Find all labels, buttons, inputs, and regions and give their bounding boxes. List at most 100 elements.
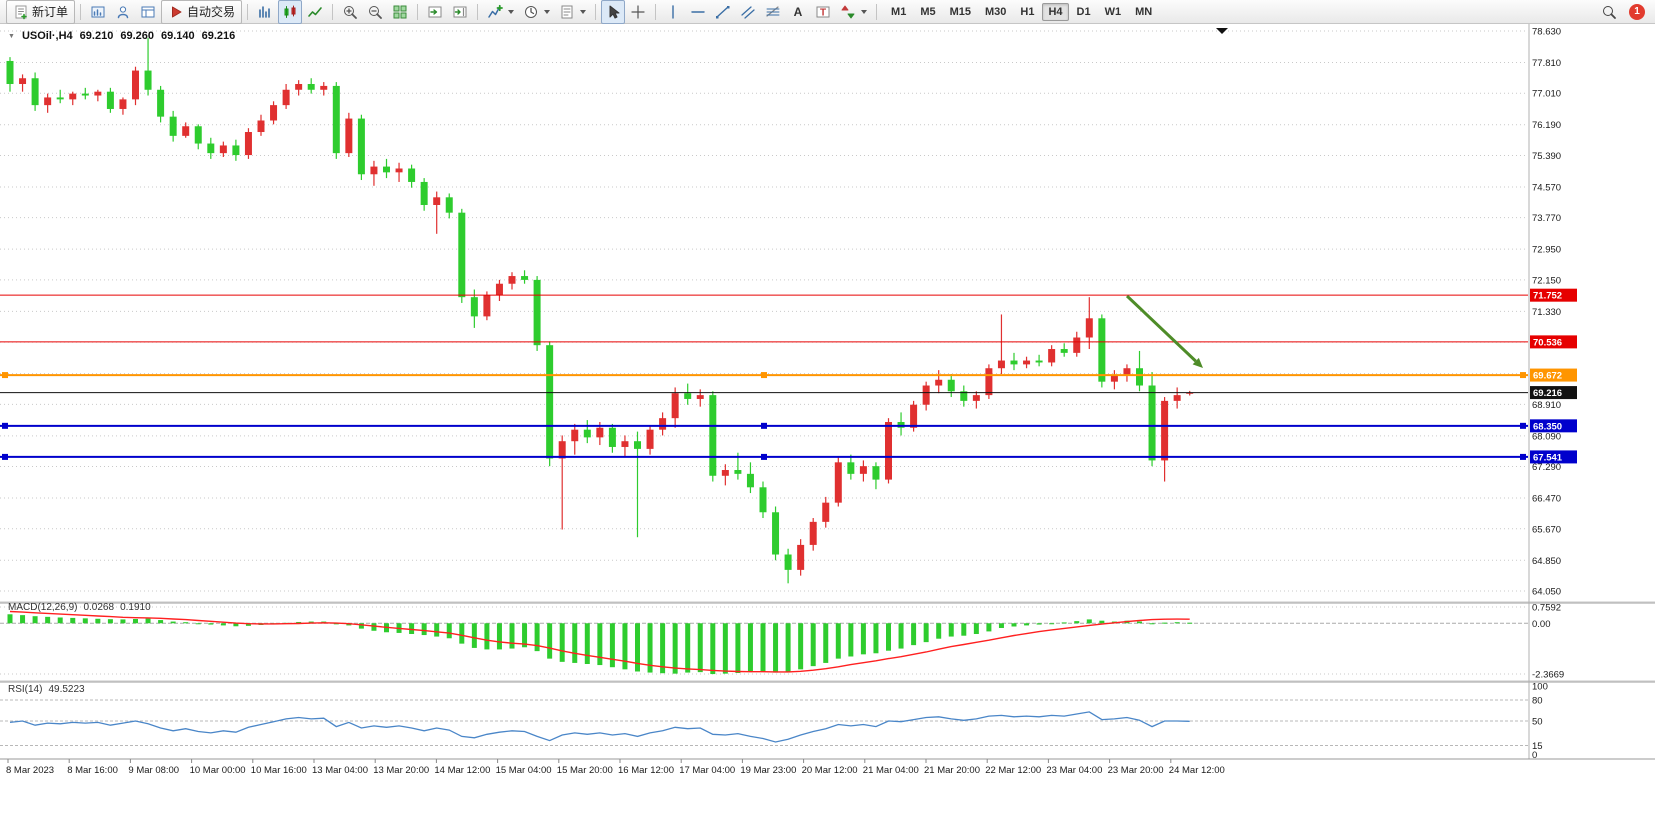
time-axis-tick: 21 Mar 04:00 — [863, 765, 919, 776]
svg-text:67.541: 67.541 — [1533, 452, 1563, 463]
bar-chart-button[interactable] — [253, 0, 277, 24]
svg-text:69.216: 69.216 — [1533, 388, 1562, 399]
panel-separator[interactable] — [0, 601, 1655, 603]
search-button[interactable] — [1597, 0, 1621, 24]
panel-separator[interactable] — [0, 680, 1655, 682]
hline-69.672[interactable]: 69.672 — [0, 368, 1577, 382]
timeframe-m15-button[interactable]: M15 — [949, 5, 971, 18]
trend-arrow-annotation[interactable] — [1125, 294, 1203, 368]
hline-69.216[interactable]: 69.216 — [0, 386, 1577, 400]
toolbar-separator — [247, 3, 249, 20]
zoom-out-button[interactable] — [363, 0, 387, 24]
text-button[interactable]: A — [786, 0, 810, 24]
time-axis-tick: 13 Mar 04:00 — [312, 765, 368, 776]
timeframe-w1-button[interactable]: W1 — [1104, 5, 1122, 18]
clock-icon — [525, 5, 538, 18]
timeframe-d1-button[interactable]: D1 — [1076, 5, 1091, 18]
svg-text:69.672: 69.672 — [1533, 371, 1562, 382]
oneclick-collapse-icon[interactable]: ▼ — [8, 32, 15, 40]
toolbar-separator — [477, 3, 479, 20]
data-window-button[interactable] — [136, 0, 160, 24]
svg-text:80: 80 — [1532, 696, 1543, 707]
label-button[interactable]: T — [811, 0, 835, 24]
fibonacci-button[interactable] — [761, 0, 785, 24]
bars-icon — [259, 5, 270, 18]
toolbar-timeframes: M1 M5 M15 M30 H1 H4 D1 W1 MN — [885, 2, 1158, 21]
crosshair-button[interactable] — [626, 0, 650, 24]
trendline-button[interactable] — [711, 0, 735, 24]
svg-text:50: 50 — [1532, 717, 1543, 728]
tile-windows-button[interactable] — [388, 0, 412, 24]
tile-windows-icon — [393, 5, 407, 18]
arrows-icon — [841, 5, 855, 18]
hline-68.350[interactable]: 68.350 — [0, 419, 1577, 433]
time-axis-tick: 21 Mar 20:00 — [924, 765, 980, 776]
line-chart-button[interactable] — [303, 0, 327, 24]
zoom-in-button[interactable] — [338, 0, 362, 24]
chart-canvas[interactable]: 78.630 77.810 77.010 76.190 75.390 74.570 73.7… — [0, 24, 1655, 829]
toolbar-separator — [876, 3, 878, 20]
chart-shift-button[interactable] — [448, 0, 472, 24]
rsi-panel: 100 80 50 150 — [0, 682, 1548, 761]
svg-text:-2.3669: -2.3669 — [1532, 670, 1564, 681]
timeframe-h1-button[interactable]: H1 — [1020, 5, 1035, 18]
timeframe-h4-button[interactable]: H4 — [1042, 2, 1069, 21]
horizontal-line-button[interactable] — [686, 0, 710, 24]
notification-badge[interactable]: 1 — [1629, 3, 1645, 20]
time-axis-tick: 15 Mar 20:00 — [557, 765, 613, 776]
hline-67.541[interactable]: 67.541 — [0, 450, 1577, 464]
chart-shift-marker[interactable] — [1216, 28, 1228, 34]
time-axis-tick: 13 Mar 20:00 — [373, 765, 429, 776]
price-axis-tick: 64.850 — [1532, 556, 1561, 567]
time-axis-tick: 8 Mar 16:00 — [67, 765, 118, 776]
toolbar-separator — [595, 3, 597, 20]
indicators-button[interactable] — [483, 0, 518, 24]
symbol-period-label: USOil·,H4 — [21, 30, 73, 42]
svg-text:0.7592: 0.7592 — [1532, 603, 1561, 614]
data-window-icon — [141, 6, 155, 17]
svg-text:68.350: 68.350 — [1533, 421, 1562, 432]
svg-text:100: 100 — [1532, 682, 1548, 693]
price-axis-tick: 77.810 — [1532, 58, 1561, 69]
hline-71.752[interactable]: 71.752 — [0, 288, 1577, 302]
periods-button[interactable] — [519, 0, 554, 24]
profiles-icon — [117, 5, 129, 18]
svg-text:0: 0 — [1532, 750, 1537, 761]
price-axis-tick: 66.470 — [1532, 494, 1561, 505]
candlestick-chart-button[interactable] — [278, 0, 303, 24]
vertical-line-button[interactable] — [661, 0, 685, 24]
new-order-button[interactable]: 新订单 — [6, 0, 76, 24]
toolbar: 新订单 自动交易 A T M1 M5 M15 M30 H1 H4 D1 W1 MN 1 — [0, 0, 1655, 24]
auto-scroll-button[interactable] — [423, 0, 447, 24]
toolbar-separator — [417, 3, 419, 20]
templates-button[interactable] — [555, 0, 590, 24]
time-axis-tick: 9 Mar 08:00 — [128, 765, 179, 776]
toolbar-right: 1 — [1597, 0, 1649, 24]
timeframe-m5-button[interactable]: M5 — [920, 5, 936, 18]
price-axis-tick: 64.050 — [1532, 587, 1561, 598]
new-order-button-label: 新订单 — [32, 5, 69, 19]
svg-text:T: T — [820, 7, 826, 18]
hline-70.536[interactable]: 70.536 — [0, 335, 1577, 349]
chart-window-icon — [91, 6, 105, 17]
price-axis-tick: 75.390 — [1532, 151, 1561, 162]
channel-button[interactable] — [736, 0, 760, 24]
timeframe-mn-button[interactable]: MN — [1135, 5, 1153, 18]
arrows-button[interactable] — [836, 0, 871, 24]
cursor-button[interactable] — [601, 0, 626, 24]
profiles-button[interactable] — [111, 0, 135, 24]
text-label-icon: T — [816, 6, 830, 18]
price-axis-tick: 73.770 — [1532, 213, 1561, 224]
timeframe-m30-button[interactable]: M30 — [985, 5, 1007, 18]
timeframe-m1-button[interactable]: M1 — [891, 5, 907, 18]
price-axis-tick: 65.670 — [1532, 524, 1561, 535]
time-axis-tick: 23 Mar 04:00 — [1046, 765, 1102, 776]
channel-icon — [741, 5, 755, 19]
chart-window-button[interactable] — [86, 0, 110, 24]
auto-trading-button[interactable]: 自动交易 — [161, 0, 243, 24]
rsi-label: RSI(14) 49.5223 — [8, 684, 85, 695]
trendline-icon — [716, 5, 730, 18]
time-axis-tick: 10 Mar 16:00 — [251, 765, 307, 776]
macd-panel: 0.7592 0.00 -2.3669 — [0, 603, 1564, 681]
new-order-icon — [15, 5, 27, 19]
